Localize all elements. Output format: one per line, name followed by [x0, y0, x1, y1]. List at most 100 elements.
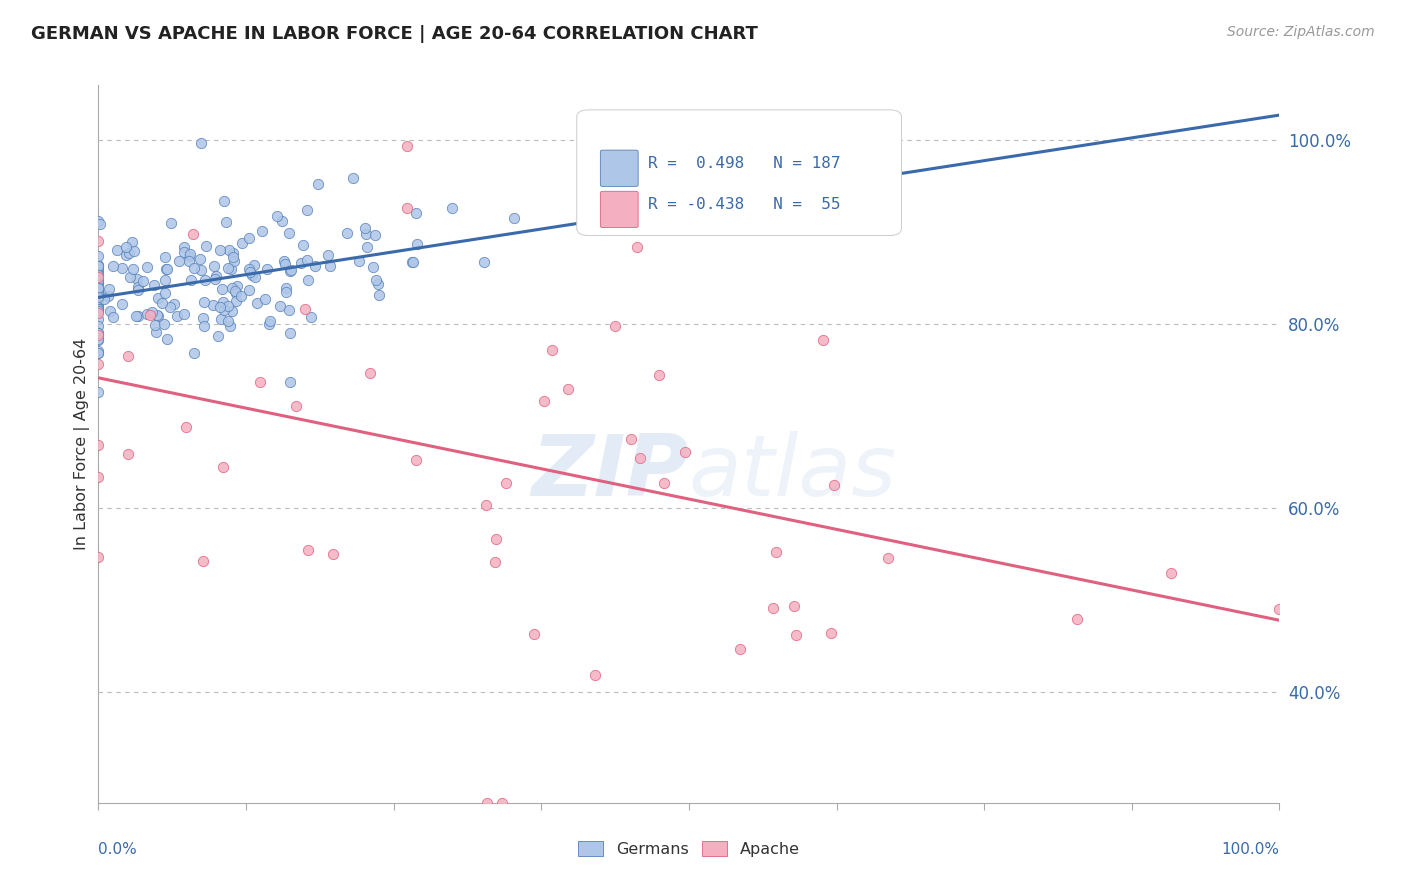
- Point: [87, 273, 110, 287]
- Point: [87, 292, 110, 306]
- Point: [146, 291, 169, 305]
- Point: [361, 260, 384, 275]
- Text: 100.0%: 100.0%: [1222, 842, 1279, 857]
- Point: [211, 311, 233, 326]
- Point: [876, 550, 898, 565]
- Point: [194, 273, 217, 287]
- Point: [485, 533, 508, 547]
- Point: [93, 292, 115, 306]
- FancyBboxPatch shape: [600, 150, 638, 186]
- Point: [190, 262, 212, 277]
- Point: [87, 550, 110, 565]
- Point: [174, 420, 197, 434]
- Point: [190, 136, 212, 150]
- Point: [297, 272, 319, 286]
- Point: [295, 202, 318, 217]
- Point: [87, 301, 110, 315]
- Point: [238, 231, 260, 245]
- FancyBboxPatch shape: [576, 110, 901, 235]
- Point: [783, 599, 806, 613]
- Text: GERMAN VS APACHE IN LABOR FORCE | AGE 20-64 CORRELATION CHART: GERMAN VS APACHE IN LABOR FORCE | AGE 20…: [31, 25, 758, 43]
- Legend: Germans, Apache: Germans, Apache: [571, 834, 807, 863]
- Point: [626, 240, 648, 254]
- Point: [238, 262, 260, 277]
- Point: [87, 312, 110, 326]
- Point: [285, 399, 308, 413]
- Point: [87, 470, 110, 484]
- Point: [87, 284, 110, 298]
- Point: [166, 309, 188, 323]
- Point: [193, 318, 215, 333]
- Point: [219, 318, 242, 333]
- Point: [87, 345, 110, 359]
- Point: [117, 350, 139, 364]
- Point: [214, 215, 236, 229]
- Point: [87, 346, 110, 360]
- Point: [336, 227, 359, 241]
- Point: [87, 284, 110, 298]
- Point: [484, 555, 506, 569]
- Point: [359, 366, 381, 380]
- Point: [173, 244, 195, 259]
- Point: [347, 254, 370, 268]
- Point: [219, 262, 242, 277]
- Point: [1268, 602, 1291, 616]
- Point: [356, 240, 378, 254]
- Point: [342, 171, 364, 186]
- Point: [212, 194, 235, 208]
- Point: [105, 244, 128, 258]
- Point: [87, 300, 110, 314]
- Point: [299, 310, 322, 324]
- Point: [353, 220, 375, 235]
- Point: [127, 283, 149, 297]
- Point: [153, 285, 176, 300]
- Y-axis label: In Labor Force | Age 20-64: In Labor Force | Age 20-64: [75, 338, 90, 549]
- Point: [205, 269, 228, 284]
- Point: [87, 291, 110, 305]
- Point: [474, 498, 496, 512]
- Point: [229, 288, 252, 302]
- Point: [120, 270, 142, 285]
- Point: [304, 259, 326, 273]
- Point: [605, 319, 627, 334]
- Point: [367, 277, 389, 291]
- Point: [127, 271, 149, 285]
- Point: [101, 310, 124, 324]
- Point: [730, 641, 752, 656]
- Point: [87, 302, 110, 317]
- Point: [278, 264, 301, 278]
- Point: [87, 214, 110, 228]
- Point: [87, 333, 110, 347]
- Point: [630, 450, 652, 465]
- Point: [87, 249, 110, 263]
- Point: [115, 240, 138, 254]
- Point: [316, 248, 339, 262]
- Point: [143, 278, 166, 293]
- Point: [440, 201, 463, 215]
- Point: [222, 253, 245, 268]
- Point: [173, 307, 195, 321]
- Point: [87, 384, 110, 399]
- Point: [225, 285, 247, 300]
- Point: [1160, 566, 1182, 581]
- Point: [217, 299, 239, 313]
- Point: [401, 255, 423, 269]
- Point: [278, 302, 301, 317]
- Point: [239, 265, 262, 279]
- Point: [87, 290, 110, 304]
- Point: [222, 250, 245, 264]
- Point: [221, 281, 243, 295]
- Point: [269, 299, 291, 313]
- Text: ZIP: ZIP: [531, 431, 689, 514]
- Point: [87, 438, 110, 452]
- Point: [491, 796, 513, 810]
- Point: [396, 139, 419, 153]
- Point: [212, 295, 235, 310]
- Point: [256, 262, 278, 277]
- Point: [136, 307, 159, 321]
- Point: [231, 236, 253, 251]
- Point: [177, 254, 200, 268]
- Point: [648, 368, 671, 382]
- Point: [177, 249, 200, 263]
- Point: [156, 332, 179, 346]
